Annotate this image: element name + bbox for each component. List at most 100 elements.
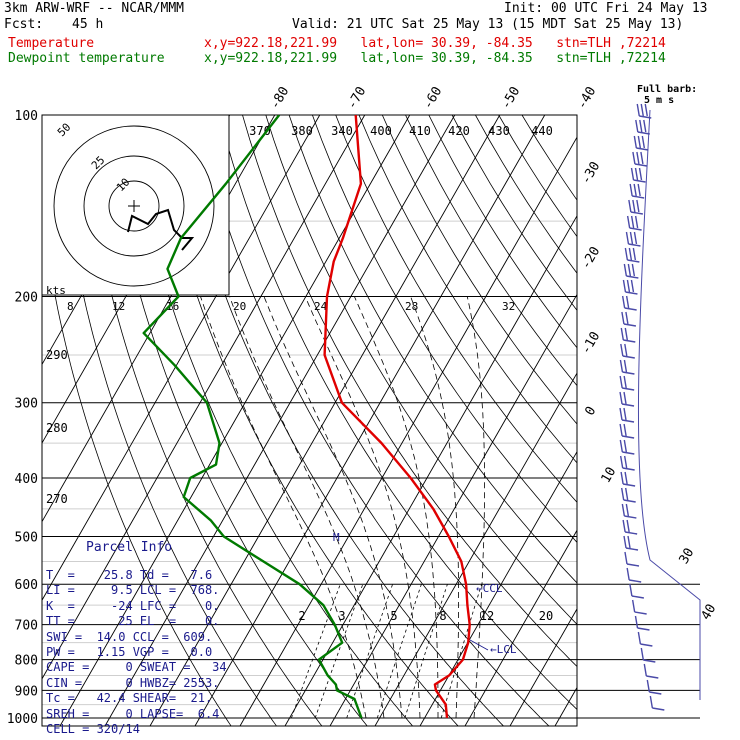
wind-barb-flag xyxy=(623,455,628,469)
pressure-tick-label: 900 xyxy=(15,684,38,699)
wind-barb-staff xyxy=(631,595,644,599)
wind-barb-flag xyxy=(622,519,626,533)
isotherm-label: 0 xyxy=(583,404,600,418)
wind-barb-staff xyxy=(625,547,639,551)
lcl-pointer xyxy=(469,639,489,651)
wind-barb-flag xyxy=(619,407,623,421)
isotherm-label: -60 xyxy=(421,84,446,112)
wind-barb-flag xyxy=(628,199,632,213)
wind-barb-flag xyxy=(632,151,636,165)
isotherm-line xyxy=(42,115,321,602)
wind-barb-flag xyxy=(634,215,639,229)
pressure-tick-label: 400 xyxy=(15,472,38,487)
forecast-hours: 45 h xyxy=(72,17,104,32)
speed-tick-label: 16 xyxy=(166,300,179,313)
pressure-tick-label: 700 xyxy=(15,619,38,634)
wind-barb-flag xyxy=(619,455,624,469)
parcel-info-row: SWI = 14.0 CCL = 609. xyxy=(46,629,213,644)
dry-adiabat xyxy=(312,115,577,543)
isotherm-line xyxy=(600,115,740,726)
wind-barb-staff xyxy=(632,195,645,199)
wind-barb-staff xyxy=(626,275,639,279)
dry-adiabat xyxy=(265,115,577,625)
wind-barb-flag xyxy=(623,375,627,389)
speed-tick-label: 28 xyxy=(405,300,418,313)
parcel-info-row: K = -24 LFC = 0. xyxy=(46,598,220,613)
wind-barb-flag xyxy=(624,327,628,341)
wind-barb-staff xyxy=(628,243,641,247)
wind-barb-staff xyxy=(630,211,643,215)
wind-barb-flag xyxy=(636,103,640,117)
wind-barb-staff xyxy=(621,403,635,407)
dry-adiabat xyxy=(242,115,577,668)
dry-adiabat xyxy=(42,210,232,726)
isotherm-line xyxy=(0,115,5,726)
wind-barb-staff xyxy=(621,435,635,439)
wind-barb-flag xyxy=(640,103,644,117)
valid-time: Valid: 21 UTC Sat 25 May 13 (15 MDT Sat … xyxy=(292,17,684,32)
level-annotation: M xyxy=(333,531,340,544)
hodograph-ring xyxy=(108,180,160,232)
theta-label: 290 xyxy=(46,348,68,362)
forecast-label: Fcst: xyxy=(4,17,44,32)
wind-barb-flag xyxy=(630,279,635,293)
wind-barb-flag xyxy=(624,487,629,501)
wind-barb-flag xyxy=(623,535,627,549)
wind-barb-flag xyxy=(628,247,633,261)
dewpoint-line xyxy=(142,115,363,719)
wind-barb-flag xyxy=(619,359,624,373)
wind-barb-flag xyxy=(621,295,626,309)
dry-adiabat xyxy=(451,115,577,311)
wind-barb-staff xyxy=(640,643,653,647)
hodograph-ring xyxy=(83,155,185,257)
dry-adiabat xyxy=(172,115,505,726)
wind-barb-flag xyxy=(625,503,630,517)
hodograph-unit: kts xyxy=(46,284,66,297)
mixing-ratio-label: 20 xyxy=(539,609,553,623)
dry-adiabat xyxy=(148,115,459,726)
isotherm-label: -50 xyxy=(499,84,524,112)
wind-barb-flag xyxy=(640,151,644,165)
parcel-info-row: SREH = 0 LAPSE= 6.4 xyxy=(46,706,220,721)
wind-barb-flag xyxy=(627,535,631,549)
wind-barb-staff xyxy=(622,387,635,391)
wind-barb-flag xyxy=(619,375,623,389)
wind-barb-flag xyxy=(636,151,640,165)
wind-barb-staff xyxy=(627,259,640,263)
wind-barb-flag xyxy=(629,183,633,197)
wind-barb-flag xyxy=(637,183,641,197)
wind-barb-staff xyxy=(636,147,649,151)
wind-barb-flag xyxy=(636,199,640,213)
wind-barb-staff xyxy=(623,499,636,503)
wind-barb-flag xyxy=(643,663,647,677)
wind-barb-flag xyxy=(627,263,632,277)
level-annotation: ←LCL xyxy=(490,643,517,656)
isotherm-label: 30 xyxy=(677,546,698,567)
dry-adiabat xyxy=(405,115,577,387)
dry-adiabat xyxy=(381,115,577,425)
isotherm-line xyxy=(464,529,577,726)
pressure-tick-label: 200 xyxy=(15,291,38,306)
isotherm-label: -10 xyxy=(579,329,604,357)
isotherm-label: 40 xyxy=(699,602,720,623)
wind-barb-staff xyxy=(621,419,635,423)
wind-barb-flag xyxy=(633,183,637,197)
pressure-tick-label: 500 xyxy=(15,530,38,545)
wind-barb-staff xyxy=(637,131,650,135)
wind-barb-flag xyxy=(620,487,625,501)
theta-label: 440 xyxy=(531,124,553,138)
speed-tick-label: 8 xyxy=(67,300,74,313)
dry-adiabat xyxy=(428,115,577,349)
full-barb-label: Full barb: xyxy=(637,84,697,95)
wind-barb-flag xyxy=(624,551,628,565)
isotherm-line xyxy=(239,136,577,726)
temperature-line xyxy=(323,115,471,719)
dry-adiabat xyxy=(79,115,323,726)
wind-barb-flag xyxy=(619,439,624,453)
wind-barb-flag xyxy=(623,263,628,277)
dry-adiabat xyxy=(288,115,577,584)
hodograph-box xyxy=(41,114,230,296)
theta-label: 340 xyxy=(331,124,353,138)
wind-barb-flag xyxy=(630,167,635,181)
